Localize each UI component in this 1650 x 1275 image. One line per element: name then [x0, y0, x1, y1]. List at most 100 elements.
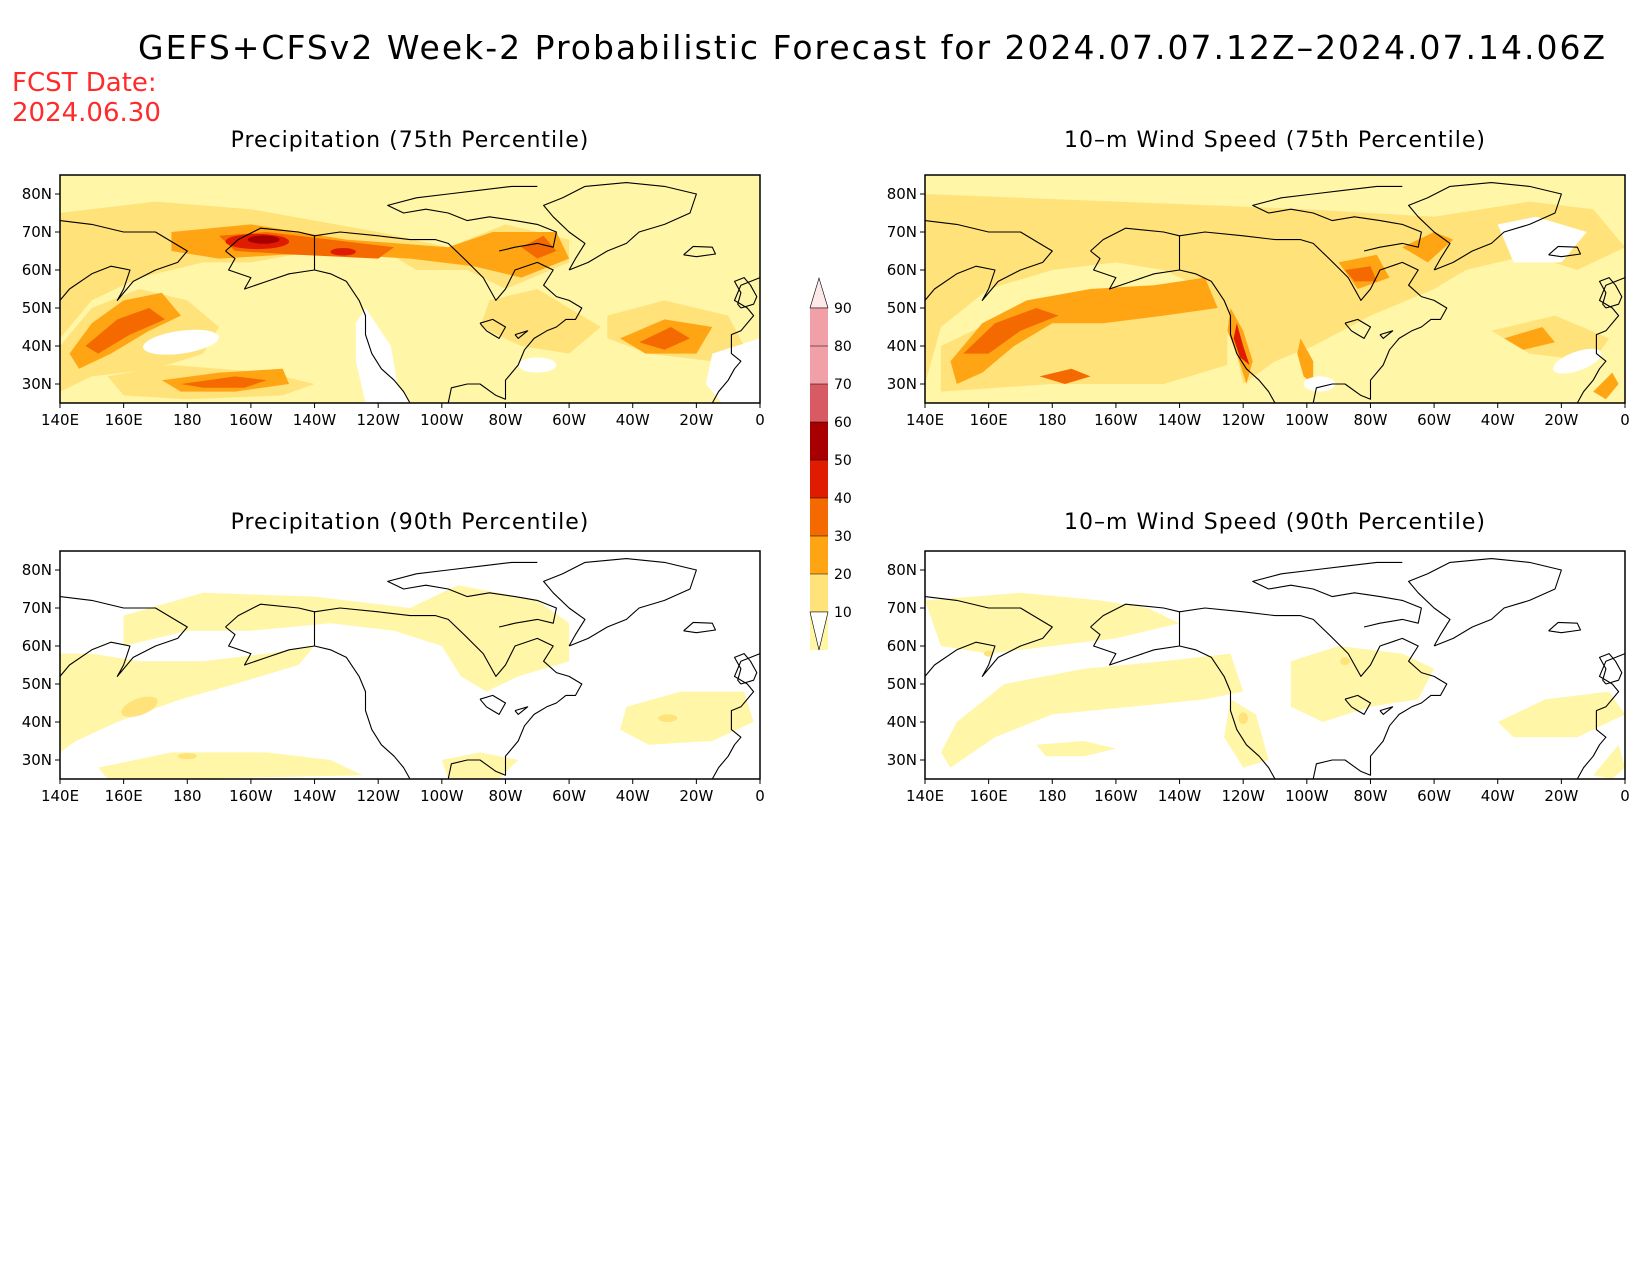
- coastline: [1598, 653, 1623, 685]
- lon-tick-label: 60W: [552, 787, 586, 805]
- shade-20: [1340, 657, 1350, 665]
- coastline: [314, 269, 411, 404]
- lon-tick-label: 20W: [679, 411, 713, 429]
- coastline: [1090, 227, 1181, 290]
- panel-title-wind90: 10–m Wind Speed (90th Percentile): [1064, 510, 1486, 535]
- shade-20: [480, 289, 601, 354]
- lon-tick-label: 160W: [229, 787, 273, 805]
- coastline: [1179, 231, 1448, 404]
- shade-below-10: [1497, 216, 1587, 263]
- lat-tick-label: 60N: [887, 261, 917, 279]
- map-frame: [924, 174, 1626, 404]
- lon-tick-label: 160E: [970, 411, 1008, 429]
- coastline: [1408, 558, 1562, 647]
- lon-tick-label: 100W: [420, 787, 464, 805]
- shade-40: [639, 327, 690, 350]
- coastline: [683, 245, 717, 258]
- lon-tick-label: 40W: [616, 411, 650, 429]
- lon-tick-label: 180: [173, 787, 202, 805]
- coastline: [225, 227, 316, 290]
- lon-tick-label: 140W: [293, 787, 337, 805]
- colorbar-label: 50: [834, 453, 852, 469]
- lon-tick-label: 0: [1620, 787, 1630, 805]
- shade-10: [1224, 699, 1269, 768]
- lon-tick-label: 180: [173, 411, 202, 429]
- coastline: [543, 558, 697, 647]
- coastline: [479, 694, 507, 715]
- lat-tick-label: 40N: [22, 337, 52, 355]
- map-axes: 140E 160E 180 160W 140W 120W 100W 80W 60W 40W 20W 0…: [22, 174, 765, 429]
- coastline: [1252, 561, 1422, 628]
- lon-tick-label: 0: [755, 787, 765, 805]
- shade-40: [85, 308, 165, 354]
- colorbar-label: 40: [834, 491, 852, 507]
- lat-tick-label: 40N: [22, 713, 52, 731]
- coastline: [1598, 277, 1623, 309]
- lat-tick-label: 50N: [887, 675, 917, 693]
- shade-30: [1504, 327, 1555, 350]
- lon-tick-label: 0: [1620, 411, 1630, 429]
- colorbar-swatch: [810, 574, 828, 612]
- probability-shading: [60, 585, 754, 779]
- probability-shading: [925, 592, 1625, 779]
- lon-tick-label: 140E: [906, 411, 944, 429]
- lat-tick-label: 30N: [22, 751, 52, 769]
- colorbar-swatch: [810, 346, 828, 384]
- lon-tick-label: 120W: [1221, 411, 1265, 429]
- lat-tick-label: 80N: [887, 561, 917, 579]
- probability-shading: [925, 175, 1625, 403]
- shade-10: [98, 752, 363, 779]
- lon-tick-label: 120W: [356, 411, 400, 429]
- lat-tick-label: 70N: [887, 223, 917, 241]
- colorbar-label: 20: [834, 567, 852, 583]
- coastline: [514, 706, 529, 715]
- map-frame: [924, 550, 1626, 780]
- shade-40: [963, 308, 1059, 354]
- lat-tick-label: 30N: [887, 375, 917, 393]
- lon-tick-label: 60W: [1417, 787, 1451, 805]
- lon-tick-label: 160W: [1094, 787, 1138, 805]
- coastline: [514, 330, 529, 339]
- lon-tick-label: 140E: [906, 787, 944, 805]
- colorbar-swatch: [810, 460, 828, 498]
- shade-below-10: [355, 308, 410, 403]
- coastline: [479, 318, 507, 339]
- coastline: [733, 277, 758, 309]
- coastline: [1179, 645, 1276, 780]
- lon-tick-label: 40W: [616, 787, 650, 805]
- lon-tick-label: 160E: [105, 411, 143, 429]
- colorbar-top-arrow: [809, 276, 829, 309]
- lat-tick-label: 40N: [887, 713, 917, 731]
- shade-20: [1238, 712, 1248, 724]
- lon-tick-label: 140E: [41, 411, 79, 429]
- coastline: [59, 596, 188, 677]
- colorbar-label: 10: [834, 605, 852, 621]
- coastline: [59, 220, 188, 301]
- lon-tick-label: 20W: [679, 787, 713, 805]
- coastline: [225, 603, 316, 666]
- shade-40: [180, 376, 267, 388]
- lon-tick-label: 40W: [1481, 787, 1515, 805]
- shade-10: [1290, 646, 1435, 722]
- lon-tick-label: 40W: [1481, 411, 1515, 429]
- coastline: [1548, 621, 1582, 634]
- lat-tick-label: 60N: [22, 261, 52, 279]
- lon-tick-label: 80W: [1353, 411, 1387, 429]
- lon-tick-label: 140E: [41, 787, 79, 805]
- lat-tick-label: 30N: [22, 375, 52, 393]
- shade-below-10: [143, 329, 219, 355]
- shade-30: [1593, 372, 1619, 400]
- lon-tick-label: 100W: [1285, 411, 1329, 429]
- coastline: [1548, 245, 1582, 258]
- lat-tick-label: 70N: [22, 223, 52, 241]
- coastline: [1179, 269, 1276, 404]
- shade-below-10: [1303, 376, 1336, 392]
- colorbar-label: 90: [834, 301, 852, 317]
- lat-tick-label: 70N: [22, 599, 52, 617]
- lon-tick-label: 140W: [293, 411, 337, 429]
- coastlines: [924, 182, 1626, 404]
- coastline: [1179, 607, 1448, 780]
- lon-tick-label: 160W: [229, 411, 273, 429]
- map-axes: 140E 160E 180 160W 140W 120W 100W 80W 60W 40W 20W 0…: [22, 550, 765, 805]
- lat-tick-label: 80N: [22, 185, 52, 203]
